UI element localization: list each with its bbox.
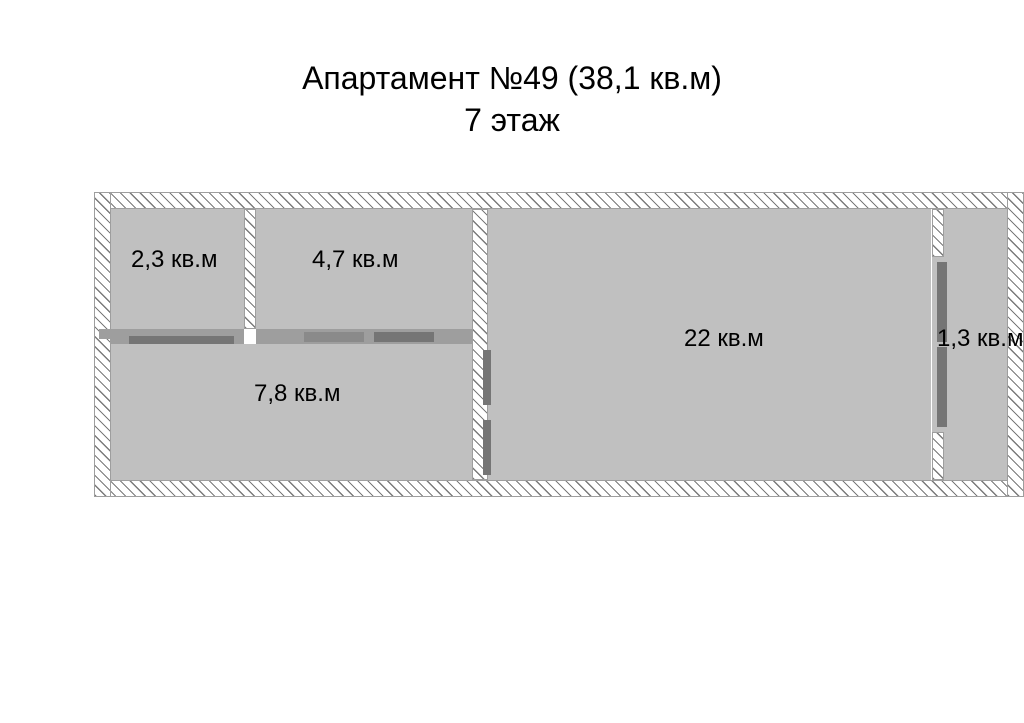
room-78-label: 7,8 кв.м [254, 380, 340, 408]
room-78 [111, 344, 472, 480]
wall-sep-22-13-top [932, 209, 944, 257]
wall-door-47-a [304, 332, 364, 342]
wall-door-78-22-b [483, 420, 491, 475]
wall-outer-bottom [94, 480, 1024, 497]
wall-door-left [129, 336, 234, 344]
wall-door-78-22-t [483, 350, 491, 405]
room-22-label: 22 кв.м [684, 325, 764, 353]
title-line-2: 7 этаж [0, 100, 1024, 142]
title-block: Апартамент №49 (38,1 кв.м) 7 этаж [0, 0, 1024, 141]
wall-sep-23-47 [244, 209, 256, 329]
wall-mid-under-r [256, 339, 472, 344]
wall-outer-left [94, 192, 111, 497]
room-23-label: 2,3 кв.м [131, 246, 217, 274]
room-47-label: 4,7 кв.м [312, 246, 398, 274]
wall-win-22-13-b [937, 347, 947, 427]
wall-sep-22-13-bot [932, 432, 944, 480]
wall-mid-mid [256, 329, 472, 339]
floorplan: 2,3 кв.м 4,7 кв.м 7,8 кв.м 22 кв.м 1,3 кв.м [94, 192, 1024, 497]
title-line-1: Апартамент №49 (38,1 кв.м) [0, 58, 1024, 100]
wall-door-47-b [374, 332, 434, 342]
room-13-label: 1,3 кв.м [937, 325, 1023, 353]
wall-outer-top [94, 192, 1024, 209]
